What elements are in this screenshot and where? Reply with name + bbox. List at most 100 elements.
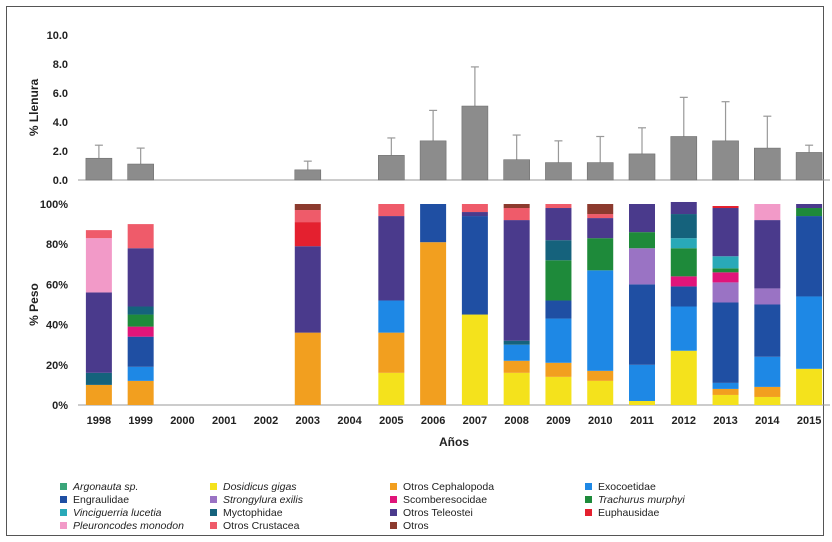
legend-label: Otros Cephalopoda: [403, 480, 495, 493]
legend-label: Scomberesocidae: [403, 493, 488, 506]
filling-bar: [545, 162, 572, 181]
stacked-bar-segment: [712, 268, 739, 273]
stacked-bar-segment: [712, 206, 739, 209]
y-tick-label: 100%: [40, 199, 68, 211]
legend-label: Otros Crustacea: [223, 519, 300, 532]
legend-label: Pleuroncodes monodon: [73, 519, 184, 532]
stacked-bar-segment: [127, 336, 154, 367]
stacked-bar-segment: [503, 340, 530, 345]
stacked-bar-segment: [420, 204, 447, 243]
filling-bar: [461, 105, 489, 181]
stacked-bar-segment: [712, 208, 739, 257]
stacked-bar-segment: [127, 326, 154, 337]
stacked-bar-segment: [670, 286, 697, 307]
weight-chart-panel: 100% 80% 60% 40% 20% 0% % Peso 1998 1999 2000 2001…: [27, 199, 830, 449]
x-tick-label: 2000: [170, 415, 194, 427]
filling-chart-panel: 10.0 8.0 6.0 4.0 2.0 0.0 % Llenura: [27, 30, 830, 187]
legend-label: Otros: [403, 519, 429, 532]
stacked-bar-segment: [587, 214, 614, 219]
legend-item: Engraulidae: [60, 493, 129, 506]
filling-bar: [503, 159, 530, 181]
stacked-bar-segment: [294, 246, 321, 333]
filling-bar: [628, 153, 656, 181]
stacked-bar-segment: [127, 380, 154, 405]
stacked-bar-segment: [587, 380, 614, 405]
legend-swatch: [585, 483, 592, 490]
stacked-bar-segment: [127, 248, 154, 307]
stacked-bar-segment: [545, 300, 572, 319]
stacked-bar-segment: [712, 302, 739, 383]
stacked-bar-segment: [503, 208, 530, 221]
stacked-bar-segment: [754, 204, 781, 221]
x-tick-label: 2014: [755, 415, 780, 427]
legend-swatch: [210, 522, 217, 529]
stacked-bar-segment: [670, 238, 697, 249]
filling-bar: [127, 163, 154, 181]
stacked-bar-segment: [796, 208, 823, 217]
legend-item: Myctophidae: [210, 506, 283, 519]
stacked-bar-segment: [670, 214, 697, 239]
x-tick-label: 2008: [504, 415, 528, 427]
y-tick-label: 20%: [46, 360, 68, 372]
x-tick-label: 2013: [713, 415, 737, 427]
stacked-bar-segment: [378, 300, 405, 333]
stacked-bar-segment: [85, 230, 112, 239]
stacked-bar-segment: [712, 272, 739, 283]
filling-bar: [754, 147, 781, 181]
y-tick-label: 40%: [46, 320, 68, 332]
y-axis-title: % Llenura: [27, 79, 41, 137]
filling-bar: [670, 136, 698, 181]
stacked-bar-segment: [503, 344, 530, 361]
legend-item: Otros: [390, 519, 429, 532]
stacked-bar-segment: [127, 314, 154, 327]
stacked-bar-segment: [754, 288, 781, 305]
legend-item: Vinciguerria lucetia: [60, 506, 162, 519]
y-tick-label: 60%: [46, 279, 68, 291]
stacked-bar-segment: [127, 224, 154, 249]
stacked-bar-segment: [85, 292, 112, 373]
legend-label: Argonauta sp.: [73, 480, 139, 493]
legend: Argonauta sp. Dosidicus gigas Otros Cephal…: [60, 480, 820, 536]
stacked-bar-segment: [294, 332, 321, 405]
legend-item: Otros Crustacea: [210, 519, 299, 532]
x-tick-label: 2005: [379, 415, 403, 427]
legend-swatch: [60, 509, 67, 516]
stacked-bar-segment: [378, 332, 405, 373]
stacked-bar-segment: [85, 384, 112, 405]
stacked-bar-segment: [629, 248, 655, 285]
x-tick-label: 2004: [337, 415, 362, 427]
legend-swatch: [390, 509, 397, 516]
stacked-bar-segment: [85, 238, 112, 293]
legend-swatch: [210, 509, 217, 516]
stacked-bar-segment: [670, 306, 697, 351]
stacked-bar-segment: [461, 216, 488, 315]
legend-item: Dosidicus gigas: [210, 480, 297, 493]
stacked-bar-segment: [754, 396, 781, 405]
x-tick-label: 2002: [254, 415, 278, 427]
stacked-bar-segment: [461, 314, 488, 405]
stacked-bar-segment: [545, 376, 572, 405]
stacked-bar-segment: [629, 364, 655, 401]
stacked-bar-segment: [670, 248, 697, 277]
legend-swatch: [60, 522, 67, 529]
x-tick-label: 2011: [630, 415, 654, 427]
x-tick-label: 2012: [672, 415, 696, 427]
legend-swatch: [585, 496, 592, 503]
stacked-bar-segment: [545, 318, 572, 363]
stacked-bar-segment: [754, 304, 781, 357]
legend-label: Trachurus murphyi: [598, 493, 685, 506]
stacked-bar-segment: [378, 204, 405, 217]
legend-label: Euphausidae: [598, 506, 660, 519]
y-axis-title: % Peso: [27, 283, 41, 326]
x-axis-title: Años: [439, 435, 469, 449]
legend-label: Exocoetidae: [598, 480, 656, 493]
stacked-bar-segment: [545, 260, 572, 301]
x-tick-label: 2001: [212, 415, 236, 427]
stacked-bar-segment: [796, 204, 823, 209]
legend-label: Strongylura exilis: [223, 493, 303, 506]
x-tick-label: 2007: [463, 415, 487, 427]
stacked-bar-segment: [545, 204, 572, 209]
stacked-bar-segment: [503, 220, 530, 341]
filling-bar: [378, 155, 405, 181]
legend-item: Euphausidae: [585, 506, 659, 519]
